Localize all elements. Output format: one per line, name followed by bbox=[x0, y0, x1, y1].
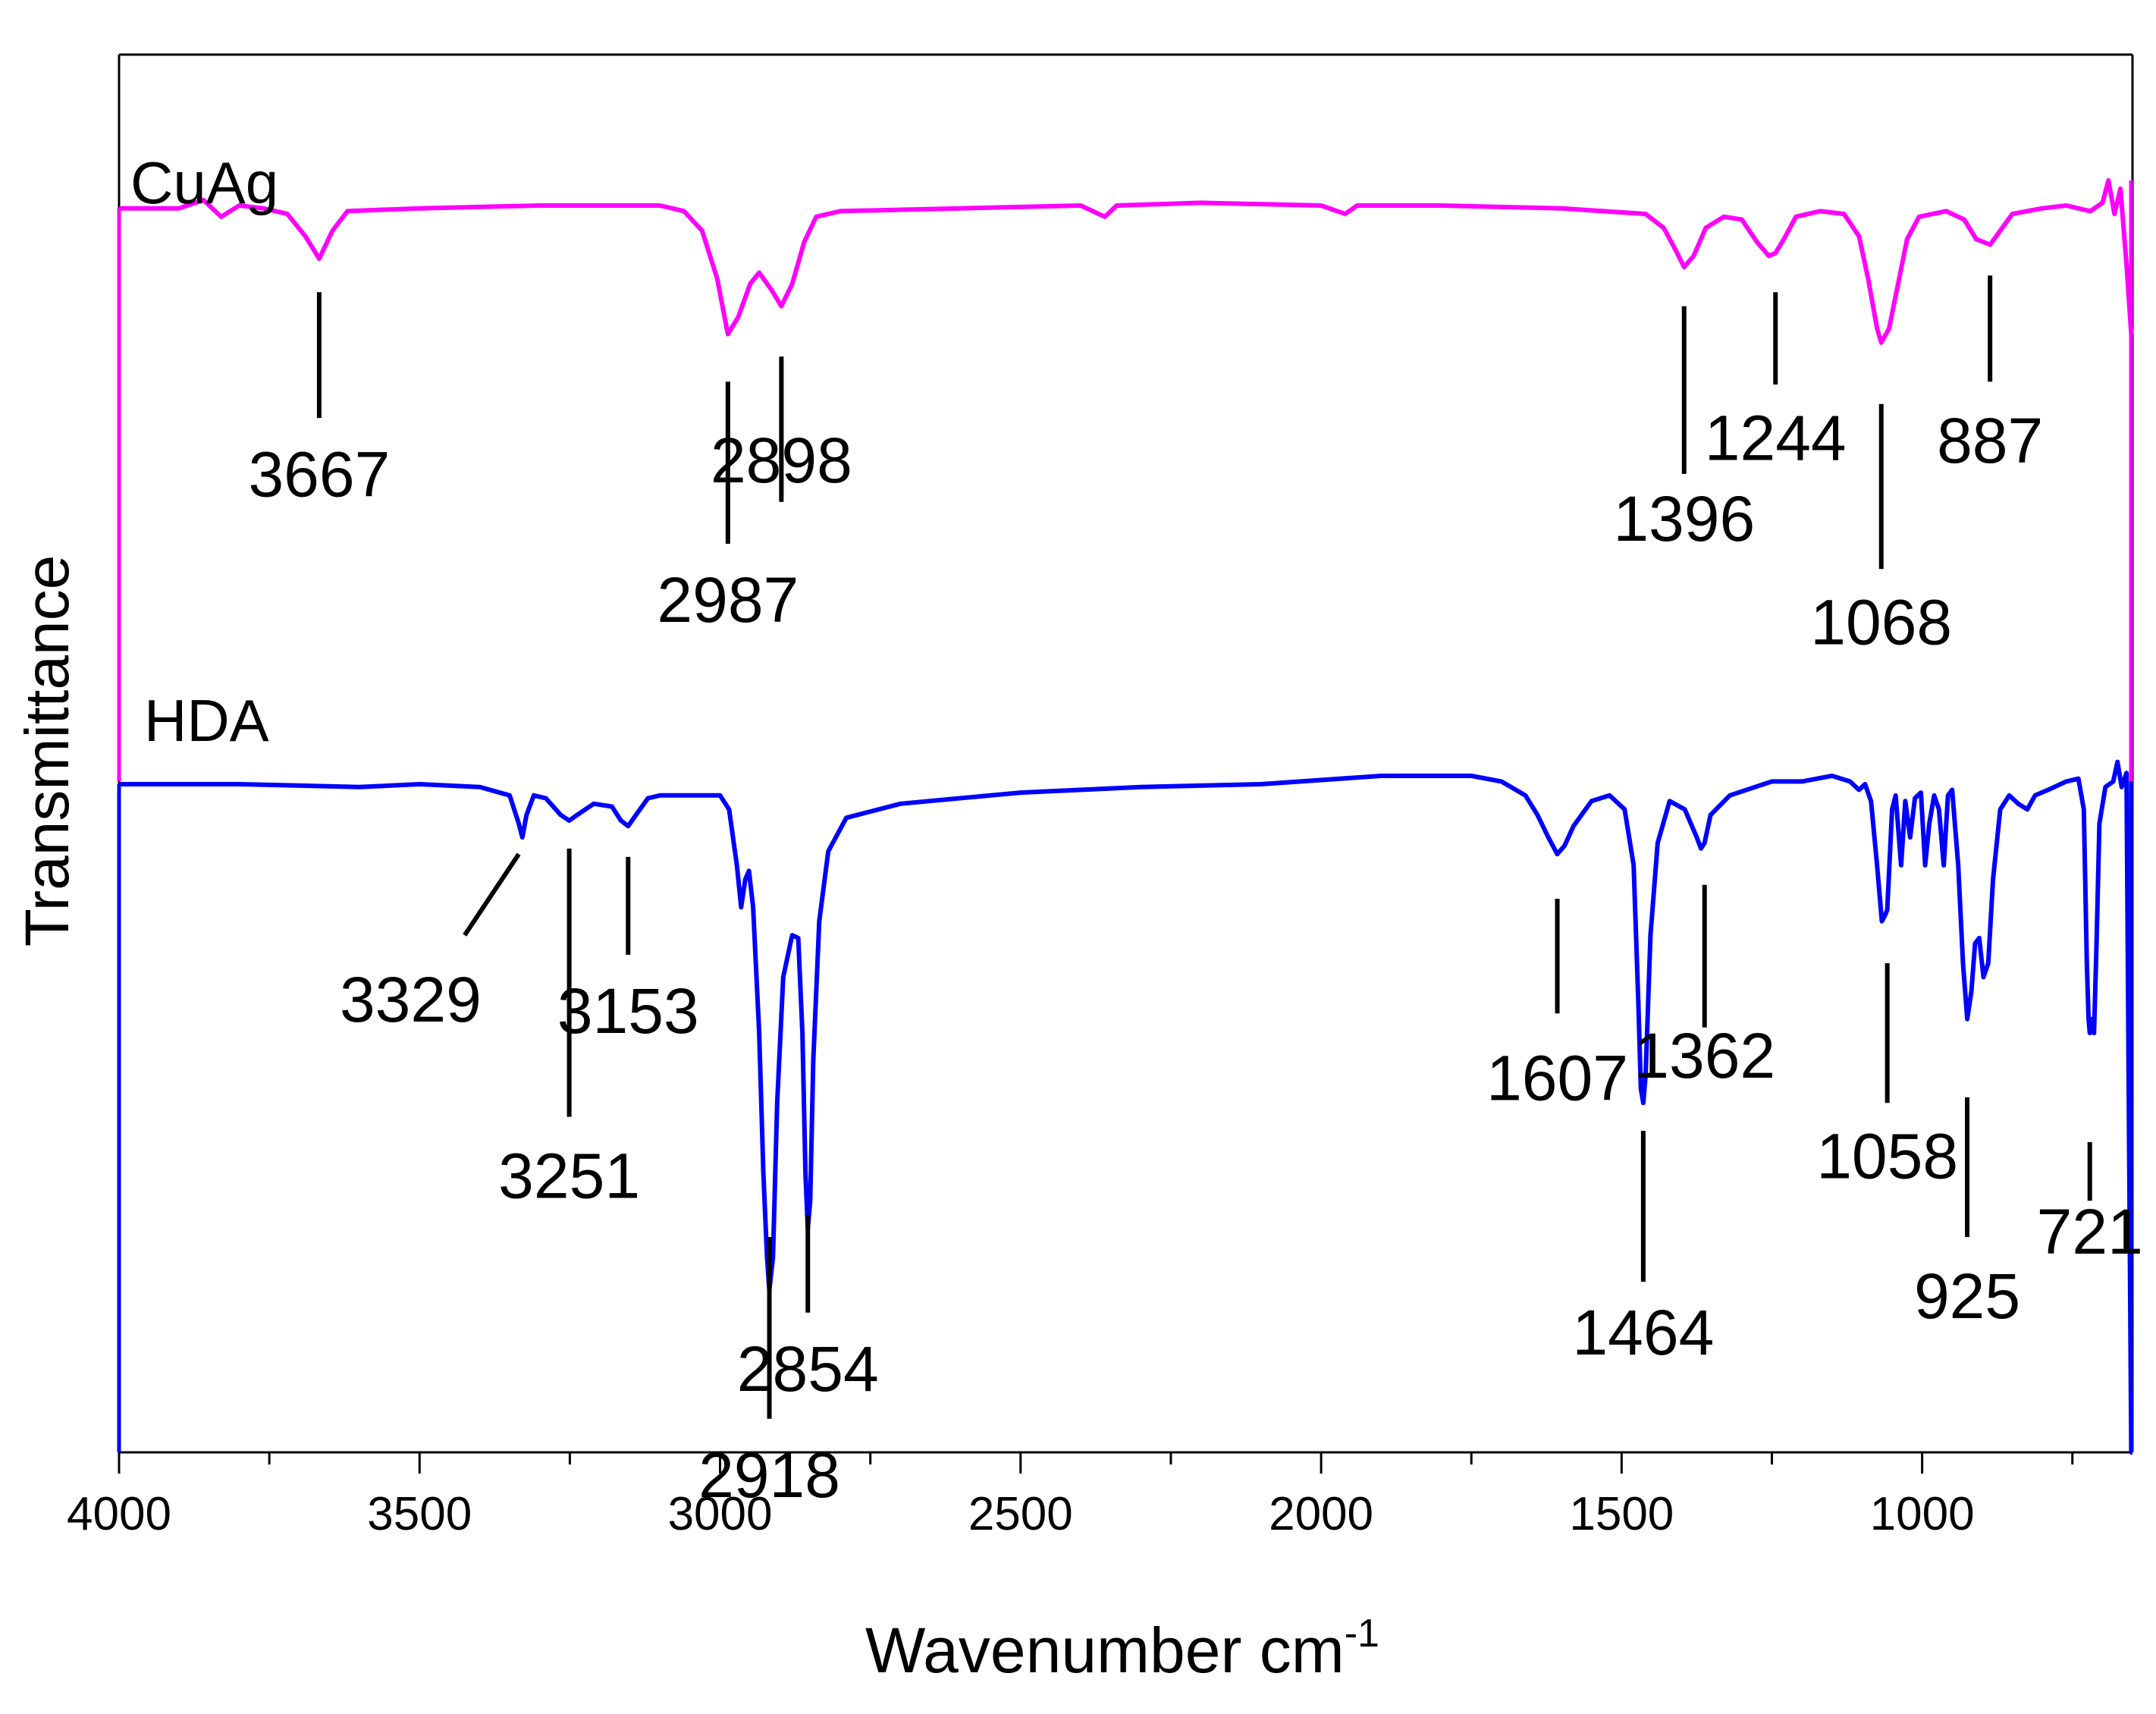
x-axis-label-text: Wavenumber cm bbox=[865, 1615, 1345, 1686]
peak-label-1068: 1068 bbox=[1810, 587, 1952, 658]
peak-label-721: 721 bbox=[2037, 1196, 2143, 1267]
peak-label-2898: 2898 bbox=[711, 425, 852, 496]
peak-annotations: 3667 2987 2898 1396 1244 1068 887 3329 3251 3153 2… bbox=[248, 275, 2143, 1511]
peak-label-3667: 3667 bbox=[248, 438, 390, 510]
peak-label-1362: 1362 bbox=[1633, 1020, 1775, 1091]
x-tick-label-3000: 3000 bbox=[668, 1488, 773, 1540]
peak-label-1396: 1396 bbox=[1613, 483, 1755, 554]
peak-label-3153: 3153 bbox=[557, 975, 699, 1047]
peak-label-3251: 3251 bbox=[498, 1140, 640, 1211]
series-line-cuag bbox=[119, 177, 2134, 345]
peak-label-887: 887 bbox=[1937, 405, 2043, 476]
x-tick-label-1000: 1000 bbox=[1870, 1488, 1975, 1540]
peak-label-2987: 2987 bbox=[657, 564, 799, 636]
x-tick-label-3500: 3500 bbox=[367, 1488, 472, 1540]
peak-label-1464: 1464 bbox=[1572, 1297, 1714, 1368]
series-label-hda: HDA bbox=[144, 687, 269, 754]
peak-marker-3329 bbox=[463, 852, 521, 937]
x-tick-label-2000: 2000 bbox=[1269, 1488, 1373, 1540]
x-tick-label-2500: 2500 bbox=[968, 1488, 1073, 1540]
x-axis-label: Wavenumber cm-1 bbox=[865, 1612, 1379, 1686]
y-axis-label: Transmittance bbox=[13, 555, 82, 946]
plot-frame bbox=[118, 53, 2134, 1454]
peak-label-1607: 1607 bbox=[1486, 1042, 1628, 1113]
x-tick-label-1500: 1500 bbox=[1569, 1488, 1674, 1540]
peak-label-2854: 2854 bbox=[737, 1333, 879, 1405]
series-layer bbox=[117, 177, 2134, 1455]
x-axis-ticks: 4000 3500 3000 2500 2000 1500 1000 bbox=[67, 1452, 2074, 1540]
series-line-hda bbox=[119, 759, 2134, 1455]
peak-label-3329: 3329 bbox=[340, 964, 482, 1035]
x-tick-label-4000: 4000 bbox=[67, 1488, 171, 1540]
peak-label-1058: 1058 bbox=[1816, 1121, 1958, 1192]
peak-label-1244: 1244 bbox=[1705, 402, 1847, 473]
series-label-cuag: CuAg bbox=[130, 149, 278, 216]
peak-label-925: 925 bbox=[1914, 1260, 2020, 1332]
peak-label-2918: 2918 bbox=[698, 1439, 840, 1511]
x-axis-label-exponent: -1 bbox=[1345, 1612, 1379, 1656]
